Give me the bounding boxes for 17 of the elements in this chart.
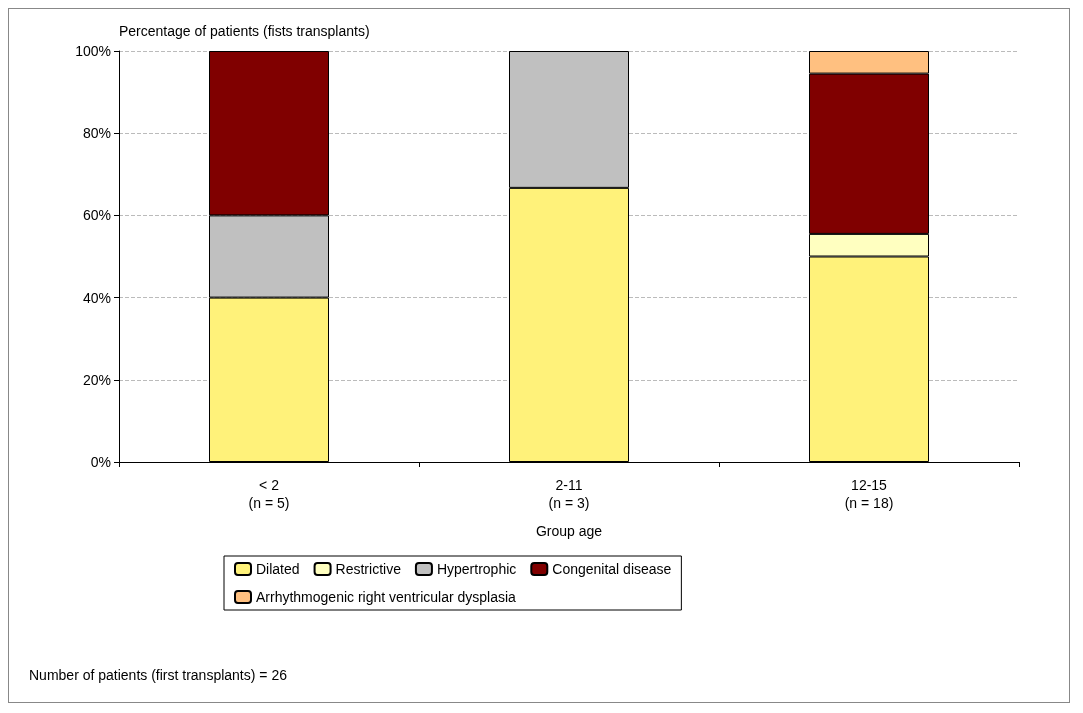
x-tick-label: 12-15 (n = 18) bbox=[844, 477, 894, 511]
y-tick-label: 80% bbox=[82, 125, 111, 142]
y-tick-label: 100% bbox=[75, 43, 111, 59]
y-tick-label: 20% bbox=[82, 371, 111, 388]
text: Number of patients (first transplants) = 26 bbox=[29, 667, 288, 683]
legend-label: Restrictive bbox=[335, 561, 402, 577]
legend-label: Congenital disease bbox=[552, 561, 672, 577]
x-axis-title: Group age bbox=[535, 523, 603, 539]
y-tick-label: 0% bbox=[90, 454, 111, 470]
legend-label: Hypertrophic bbox=[436, 561, 517, 577]
legend-label: Arrhythmogenic right ventricular dysplasia bbox=[256, 589, 517, 605]
x-tick-label: < 2 (n = 5) bbox=[248, 477, 290, 511]
y-axis-title: Percentage of patients (fists transplants) bbox=[119, 23, 370, 39]
y-tick-label: 60% bbox=[82, 207, 111, 224]
x-tick-label: 2-11 (n = 3) bbox=[548, 477, 590, 511]
y-tick-label: 40% bbox=[82, 289, 111, 306]
legend-label: Dilated bbox=[256, 561, 300, 577]
